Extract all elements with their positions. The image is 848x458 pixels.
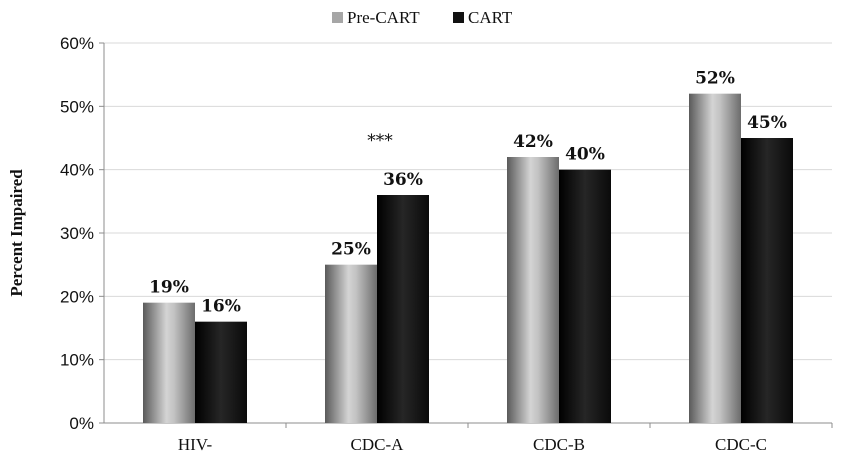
legend: Pre-CART CART [332, 8, 513, 27]
y-tick-label: 10% [60, 351, 94, 370]
bar-cart [377, 195, 429, 423]
significance-marker: *** [367, 131, 393, 151]
data-label: 16% [201, 297, 241, 317]
legend-swatch [453, 12, 464, 23]
axes: 0% 10% 20% 30% 40% 50% 60% HIV- CDC-A CDC-B CDC-C [60, 34, 833, 454]
data-label: 42% [513, 132, 553, 152]
y-tick-label: 30% [60, 224, 94, 243]
y-tick-label: 60% [60, 34, 94, 53]
data-label: 19% [149, 278, 189, 298]
legend-label: Pre-CART [347, 8, 420, 27]
data-label: 45% [747, 113, 787, 133]
y-tick-label: 40% [60, 161, 94, 180]
x-category-label: CDC-C [715, 435, 767, 454]
bar-cart [195, 321, 247, 423]
y-axis-title: Percent Impaired [7, 169, 26, 297]
bar-pre-cart [143, 302, 195, 423]
bar-cart [559, 169, 611, 423]
x-category-label: CDC-B [533, 435, 585, 454]
x-category-label: HIV- [178, 435, 213, 454]
data-labels: 19% 16% 25% 36% 42% 40% 52% 45% *** [149, 69, 787, 317]
bars [143, 93, 793, 424]
y-tick-label: 20% [60, 287, 94, 306]
data-label: 25% [331, 240, 371, 260]
bar-pre-cart [325, 264, 377, 423]
data-label: 52% [695, 69, 735, 89]
legend-swatch [332, 12, 343, 23]
bar-pre-cart [689, 93, 741, 424]
y-tick-label: 0% [69, 414, 94, 433]
y-tick-label: 50% [60, 97, 94, 116]
data-label: 36% [383, 170, 423, 190]
bar-cart [741, 138, 793, 423]
bar-pre-cart [507, 157, 559, 423]
x-category-label: CDC-A [351, 435, 405, 454]
legend-label: CART [468, 8, 513, 27]
data-label: 40% [565, 145, 605, 165]
